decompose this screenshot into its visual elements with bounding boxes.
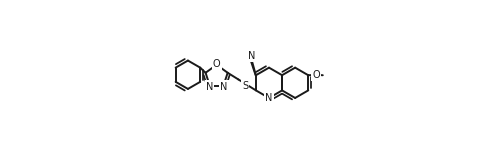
Text: N: N [220,82,228,92]
Text: O: O [213,59,220,69]
Text: O: O [312,70,320,80]
Text: N: N [206,82,213,92]
Text: N: N [248,51,256,61]
Text: N: N [266,93,272,103]
Text: S: S [242,81,248,91]
